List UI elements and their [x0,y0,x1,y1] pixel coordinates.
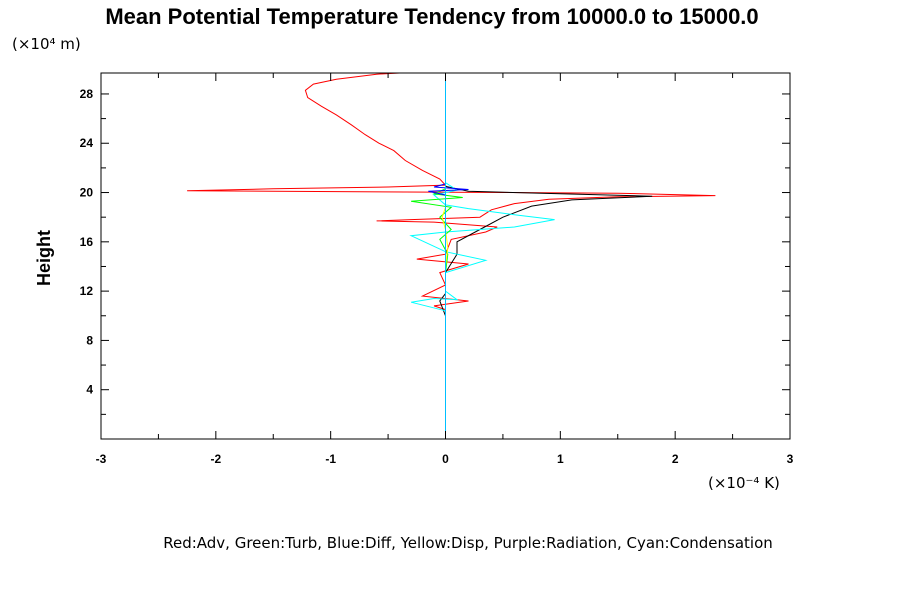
series-line-3 [411,188,463,273]
x-tick-label: -3 [96,452,107,466]
y-axis-label: Height [34,230,54,286]
plot-area [187,73,716,439]
y-tick-label: 24 [80,136,94,150]
y-tick-label: 28 [80,87,94,101]
series-line-1 [439,185,653,362]
series-group [187,73,716,439]
y-axis-unit: (×10⁴ m) [12,35,81,53]
x-axis-unit: (×10⁻⁴ K) [708,474,780,492]
y-tick-label: 16 [80,235,94,249]
x-tick-label: 0 [442,452,449,466]
chart-title: Mean Potential Temperature Tendency from… [105,4,758,29]
y-tick-label: 12 [80,284,94,298]
y-tick-label: 4 [86,383,93,397]
y-tick-label: 20 [80,186,94,200]
x-tick-label: -2 [210,452,221,466]
x-tick-label: 1 [557,452,564,466]
x-tick-label: -1 [325,452,336,466]
x-tick-label: 2 [672,452,679,466]
y-tick-label: 8 [86,333,93,347]
x-tick-label: 3 [787,452,794,466]
series-line-2 [409,182,555,312]
series-line-0 [187,73,716,311]
legend-text: Red:Adv, Green:Turb, Blue:Diff, Yellow:D… [163,534,773,552]
series-line-4 [428,183,469,196]
